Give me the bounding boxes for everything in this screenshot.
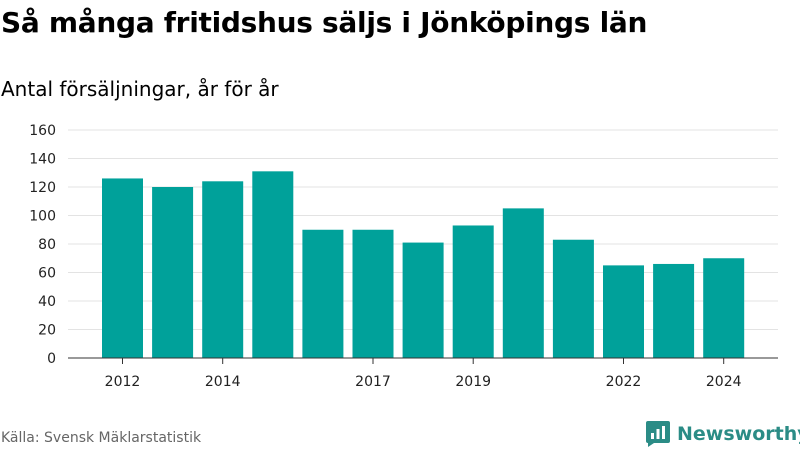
x-tick-label: 2019	[455, 374, 491, 390]
y-tick-label: 60	[38, 266, 56, 282]
bar-2024	[703, 258, 745, 358]
x-tick-label: 2024	[706, 374, 742, 390]
newsworthy-logo-icon	[646, 421, 670, 447]
bar-2013	[152, 187, 194, 358]
y-tick-label: 100	[29, 209, 56, 225]
bar-2022	[603, 265, 644, 358]
y-tick-label: 0	[47, 351, 56, 367]
chart-title: Så många fritidshus säljs i Jönköpings l…	[1, 6, 648, 39]
y-tick-label: 160	[29, 123, 56, 139]
bar-chart: 0 20 40 60 80 100 120 140 160 2012 2014 2017 2019 202…	[29, 123, 778, 390]
bar-2012	[102, 178, 143, 358]
x-tick-label: 2022	[606, 374, 642, 390]
y-tick-label: 20	[38, 323, 56, 339]
bar-2018	[402, 242, 444, 358]
source-note: Källa: Svensk Mäklarstatistik	[1, 430, 202, 446]
bars	[102, 171, 745, 358]
x-tick-label: 2017	[355, 374, 391, 390]
bar-2019	[452, 225, 494, 358]
bar-2023	[653, 263, 695, 358]
bar-2014	[202, 181, 244, 358]
axes: 0 20 40 60 80 100 120 140 160 2012 2014 2017 2019 202…	[29, 123, 778, 390]
brand-name: Newsworthy	[677, 423, 800, 445]
bar-2017	[352, 229, 394, 358]
y-tick-label: 140	[29, 152, 56, 168]
bar-2015	[252, 171, 294, 358]
bar-2016	[302, 229, 344, 358]
bar-2021	[552, 239, 594, 358]
x-tick-label: 2014	[205, 374, 241, 390]
y-tick-label: 40	[38, 294, 56, 310]
bar-2020	[502, 208, 544, 358]
y-tick-label: 80	[38, 237, 56, 253]
y-tick-label: 120	[29, 180, 56, 196]
brand-logo: Newsworthy	[645, 420, 800, 448]
chart-subtitle: Antal försäljningar, år för år	[1, 77, 279, 101]
x-tick-label: 2012	[105, 374, 141, 390]
